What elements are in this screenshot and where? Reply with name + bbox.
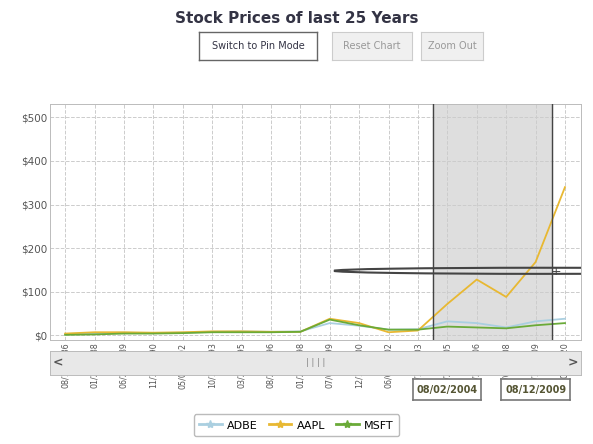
Text: Reset Chart: Reset Chart <box>343 41 401 51</box>
Text: Stock Prices of last 25 Years: Stock Prices of last 25 Years <box>175 11 418 26</box>
Text: | | | |: | | | | <box>306 358 326 368</box>
Legend: ADBE, AAPL, MSFT: ADBE, AAPL, MSFT <box>194 414 399 436</box>
Text: Switch to Pin Mode: Switch to Pin Mode <box>212 41 304 51</box>
Text: >: > <box>568 357 579 369</box>
Bar <box>433 104 551 340</box>
Text: +: + <box>551 265 562 278</box>
Text: 08/02/2004: 08/02/2004 <box>417 385 478 395</box>
Text: <: < <box>53 357 63 369</box>
Text: Zoom Out: Zoom Out <box>428 41 477 51</box>
Text: 08/12/2009: 08/12/2009 <box>505 385 566 395</box>
